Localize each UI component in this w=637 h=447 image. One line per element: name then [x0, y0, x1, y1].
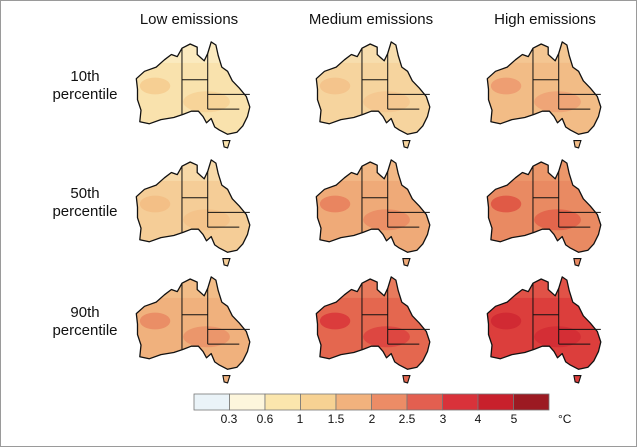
row-title-90th: 90th percentile [45, 304, 125, 340]
map-tasmania [573, 375, 582, 384]
row-title-50th-line1: 50th [70, 185, 100, 202]
colorbar-bin [300, 393, 337, 411]
map-hot-spot-west [319, 195, 351, 213]
map-coastline [486, 159, 602, 253]
colorbar-bin [477, 393, 514, 411]
map-coastline [486, 276, 602, 370]
map-coastline [135, 159, 251, 253]
row-title-10th-line1: 10th [70, 68, 100, 85]
colorbar-bin [264, 393, 301, 411]
colorbar-tick-label: 0.3 [220, 412, 238, 426]
map-panel [486, 159, 602, 267]
map-tasmania [402, 140, 411, 149]
map-north-band [487, 276, 601, 298]
map-coastline [315, 159, 431, 253]
map-coastline [135, 41, 251, 135]
colorbar-tick-label: 1.5 [327, 412, 345, 426]
colorbar [193, 393, 550, 411]
map-coastline [315, 41, 431, 135]
row-title-50th: 50th percentile [45, 185, 125, 221]
map-hot-spot-east [183, 326, 230, 348]
column-title-high: High emissions [494, 11, 596, 28]
map-north-band [316, 276, 430, 298]
map-tasmania [222, 375, 231, 384]
map-tasmania [402, 375, 411, 384]
map-hot-spot-west [319, 312, 351, 330]
column-title-low: Low emissions [139, 11, 239, 28]
map-coastline [486, 41, 602, 135]
map-north-band [487, 159, 601, 181]
map-hot-spot-west [490, 312, 522, 330]
map-hot-spot-east [534, 326, 581, 348]
colorbar-tick-label: 2.5 [398, 412, 416, 426]
colorbar-tick-label: 1 [296, 412, 304, 426]
map-north-band [136, 41, 250, 63]
map-hot-spot-west [139, 195, 171, 213]
map-tasmania [573, 258, 582, 267]
map-panel [135, 159, 251, 267]
map-hot-spot-west [490, 77, 522, 95]
colorbar-tick-label: 2 [368, 412, 376, 426]
colorbar-unit: °C [558, 412, 572, 426]
colorbar-bin [442, 393, 479, 411]
column-title-medium: Medium emissions [308, 11, 434, 28]
map-tasmania [222, 140, 231, 149]
colorbar-tick-label: 3 [439, 412, 447, 426]
map-north-band [487, 41, 601, 63]
map-hot-spot-west [139, 77, 171, 95]
map-panel [315, 276, 431, 384]
map-coastline [135, 276, 251, 370]
map-hot-spot-west [139, 312, 171, 330]
colorbar-bin [406, 393, 443, 411]
map-north-band [316, 41, 430, 63]
map-panel [486, 41, 602, 149]
map-hot-spot-east [534, 91, 581, 113]
colorbar-tick-label: 5 [510, 412, 518, 426]
map-north-band [136, 276, 250, 298]
row-title-10th: 10th percentile [45, 68, 125, 104]
map-hot-spot-east [534, 209, 581, 231]
colorbar-tick-label: 4 [474, 412, 482, 426]
map-north-band [136, 159, 250, 181]
map-panel [315, 41, 431, 149]
map-hot-spot-east [183, 91, 230, 113]
map-tasmania [402, 258, 411, 267]
map-coastline [315, 276, 431, 370]
row-title-50th-line2: percentile [52, 203, 118, 220]
colorbar-bin [335, 393, 372, 411]
map-tasmania [222, 258, 231, 267]
map-hot-spot-east [183, 209, 230, 231]
colorbar-bin [513, 393, 550, 411]
colorbar-bin [229, 393, 266, 411]
row-title-10th-line2: percentile [52, 86, 118, 103]
map-hot-spot-west [319, 77, 351, 95]
map-panel [315, 159, 431, 267]
map-panel [135, 276, 251, 384]
colorbar-tick-label: 0.6 [256, 412, 274, 426]
map-north-band [316, 159, 430, 181]
colorbar-bin [371, 393, 408, 411]
map-hot-spot-east [363, 209, 410, 231]
row-title-90th-line1: 90th [70, 304, 100, 321]
map-panel [135, 41, 251, 149]
row-title-90th-line2: percentile [52, 322, 118, 339]
map-panel [486, 276, 602, 384]
colorbar-bin [193, 393, 230, 411]
map-tasmania [573, 140, 582, 149]
map-hot-spot-west [490, 195, 522, 213]
map-hot-spot-east [363, 326, 410, 348]
map-hot-spot-east [363, 91, 410, 113]
